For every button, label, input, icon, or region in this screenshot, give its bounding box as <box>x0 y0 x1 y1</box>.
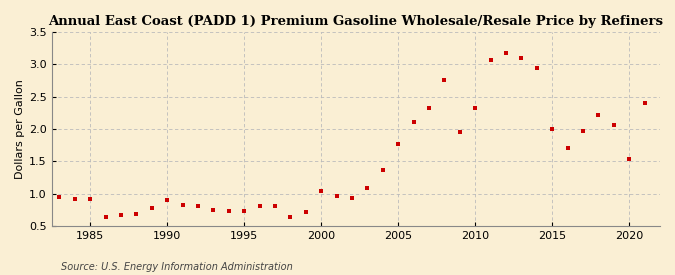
Point <box>178 202 188 207</box>
Point <box>300 210 311 214</box>
Point <box>269 204 280 209</box>
Title: Annual East Coast (PADD 1) Premium Gasoline Wholesale/Resale Price by Refiners: Annual East Coast (PADD 1) Premium Gasol… <box>49 15 664 28</box>
Point <box>254 204 265 209</box>
Point <box>624 156 634 161</box>
Point <box>192 204 203 209</box>
Point <box>562 146 573 150</box>
Point <box>101 215 111 220</box>
Point <box>501 51 512 56</box>
Point <box>347 196 358 200</box>
Point <box>115 213 126 217</box>
Point <box>531 65 542 70</box>
Point <box>316 189 327 193</box>
Point <box>578 129 589 133</box>
Y-axis label: Dollars per Gallon: Dollars per Gallon <box>15 79 25 179</box>
Point <box>470 105 481 110</box>
Point <box>223 209 234 213</box>
Point <box>547 127 558 131</box>
Point <box>85 197 96 201</box>
Point <box>439 78 450 82</box>
Point <box>54 195 65 199</box>
Point <box>393 142 404 146</box>
Point <box>208 208 219 212</box>
Point <box>362 186 373 190</box>
Point <box>454 130 465 134</box>
Point <box>70 197 80 201</box>
Point <box>424 106 435 111</box>
Point <box>131 212 142 216</box>
Point <box>608 123 619 127</box>
Point <box>408 120 419 125</box>
Point <box>239 209 250 213</box>
Point <box>593 113 604 117</box>
Point <box>516 56 526 60</box>
Point <box>146 206 157 211</box>
Point <box>162 198 173 202</box>
Point <box>377 167 388 172</box>
Point <box>639 101 650 105</box>
Text: Source: U.S. Energy Information Administration: Source: U.S. Energy Information Administ… <box>61 262 292 272</box>
Point <box>331 193 342 198</box>
Point <box>485 57 496 62</box>
Point <box>285 215 296 220</box>
